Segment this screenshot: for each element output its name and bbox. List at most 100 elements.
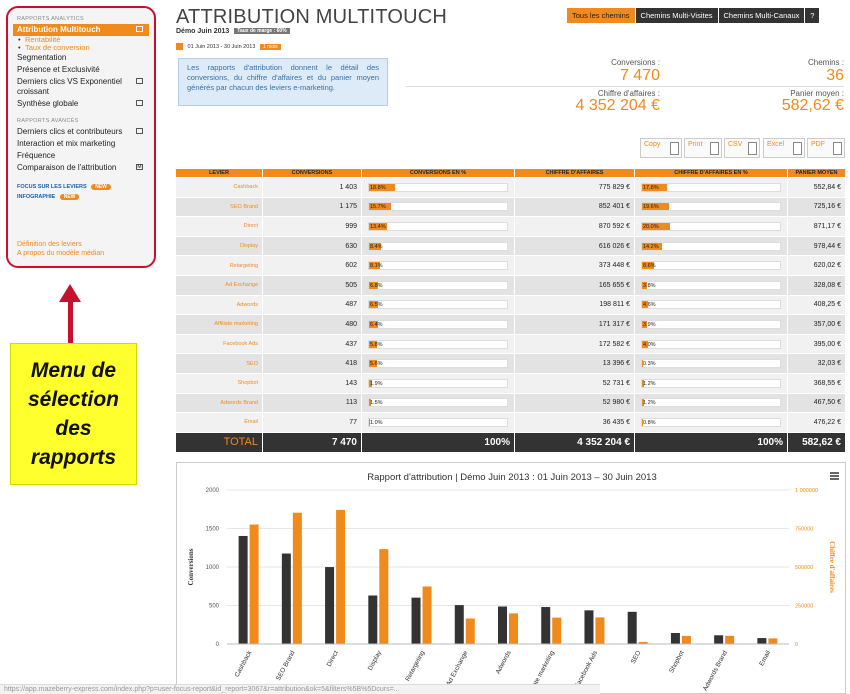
copy-label: Copy [644,141,661,148]
progress-bar-label: 0.3% [643,361,656,368]
menu-item-interaction-mix[interactable]: Interaction et mix marketing [13,138,149,150]
progress-bar-fill [369,242,381,250]
bar-conversions [584,610,594,644]
column-header-ca[interactable]: CHIFFRE D'AFFAIRES [514,168,635,178]
levier-cell[interactable]: Direct [175,216,263,237]
menu-item-label: Segmentation [17,53,67,62]
menu-item-derniers-clics-exponentiel[interactable]: Derniers clics VS Exponentiel croissant [13,76,149,98]
progress-bar: 1.2% [641,378,781,388]
menu-item-comparaison-attribution[interactable]: Comparaison de l'attribution M [13,162,149,174]
menu-item-presence-exclusivite[interactable]: Présence et Exclusivité [13,64,149,76]
column-header-conversions[interactable]: CONVERSIONS [262,168,362,178]
submenu-item-taux-conversion[interactable]: Taux de conversion [13,44,149,53]
ca-cell: 198 811 € [514,294,635,316]
submenu-item-rentabilite[interactable]: Rentabilité [13,36,149,45]
y-tick-label: 1000 [206,565,220,571]
progress-bar: 20.0% [641,221,781,231]
levier-cell[interactable]: Cashback [175,177,263,198]
menu-item-frequence[interactable]: Fréquence [13,150,149,162]
menu-item-label: Derniers clics et contributeurs [17,127,123,136]
window-icon [136,128,143,134]
kpi-divider [406,86,844,87]
conversions-pct-cell: 18.8% [361,177,515,198]
copy-button[interactable]: Copy [640,138,682,158]
levier-cell[interactable]: Adwords Brand [175,392,263,414]
levier-cell[interactable]: Ad Exchange [175,274,263,296]
progress-bar-fill [369,399,372,407]
x-tick-label: Retargeting [404,649,426,682]
menu-item-synthese-globale[interactable]: Synthèse globale [13,98,149,110]
bar-conversions [281,553,291,644]
csv-button[interactable]: CSV [724,138,760,158]
levier-cell[interactable]: SEO [175,353,263,374]
progress-bar-label: 5.8% [370,341,383,348]
conversions-pct-cell: 15.7% [361,196,515,218]
definition-leviers-link[interactable]: Définition des leviers [17,241,82,248]
menu-item-derniers-clics-contributeurs[interactable]: Derniers clics et contributeurs [13,126,149,138]
arrow-up-icon [59,284,81,302]
infographie-link[interactable]: INFOGRAPHIE NEW [17,194,149,200]
progress-bar: 8.4% [368,241,508,251]
bar-conversions [498,606,507,644]
progress-bar-label: 14.2% [643,243,659,250]
total-ca-pct: 100% [634,431,788,453]
levier-cell[interactable]: Shopbot [175,372,263,394]
levier-cell[interactable]: Display [175,235,263,257]
tab-tous-les-chemins[interactable]: Tous les chemins [567,8,635,23]
levier-cell[interactable]: Email [175,412,263,433]
focus-leviers-link[interactable]: FOCUS SUR LES LEVIERS NEW [17,184,149,190]
modele-median-link[interactable]: A propos du modèle médian [17,250,105,257]
progress-bar-fill [642,340,648,348]
levier-cell[interactable]: Affiliate marketing [175,314,263,335]
conversions-pct-cell: 5.6% [361,353,515,374]
y2-tick-label: 500000 [795,565,813,571]
progress-bar: 6.4% [368,319,508,329]
menu-item-segmentation[interactable]: Segmentation [13,52,149,64]
progress-bar: 1.2% [641,398,781,408]
menu-item-attribution-multitouch[interactable]: Attribution Multitouch [13,24,149,36]
levier-cell[interactable]: Retargeting [175,255,263,276]
table-row: SEO 418 5.6% 13 396 € 0.3% 32,03 € [175,353,846,374]
bar-conversions [757,638,767,644]
help-button[interactable]: ? [805,8,820,23]
menu-item-label: Derniers clics VS Exponentiel croissant [17,77,122,96]
ca-cell: 171 317 € [514,314,635,335]
pdf-button[interactable]: PDF [807,138,845,158]
menu-item-label: Synthèse globale [17,99,79,108]
pdf-file-icon [833,142,842,155]
date-range[interactable]: 01 Juin 2013 - 30 Juin 2013 1 mois [176,43,281,50]
levier-cell[interactable]: Facebook Ads [175,333,263,355]
progress-bar-label: 3.8% [643,282,656,289]
tab-multi-visites[interactable]: Chemins Multi-Visites [635,8,718,23]
attribution-chart: Rapport d'attribution | Démo Juin 2013 :… [176,462,846,694]
levier-cell[interactable]: Adwords [175,294,263,316]
ca-cell: 870 592 € [514,216,635,237]
column-header-ca-pct[interactable]: CHIFFRE D'AFFAIRES EN % [634,168,788,178]
bar-chiffre-affaires [681,635,691,644]
ca-pct-cell: 20.0% [634,216,788,237]
sidebar-bottom-links: Définition des leviers A propos du modèl… [17,240,104,258]
conversions-cell: 1 403 [262,177,362,198]
hamburger-menu-icon[interactable] [830,472,839,480]
column-header-panier[interactable]: PANIER MOYEN [787,168,846,178]
progress-bar: 14.2% [641,241,781,251]
bar-conversions [238,535,248,644]
pdf-label: PDF [811,141,825,148]
column-header-conversions-pct[interactable]: CONVERSIONS EN % [361,168,515,178]
column-header-levier[interactable]: LEVIER [175,168,263,178]
x-tick-label: Cashback [234,649,254,678]
conversions-cell: 630 [262,235,362,257]
progress-bar-fill [369,320,378,328]
progress-bar-label: 19.6% [643,204,659,211]
print-button[interactable]: Print [684,138,722,158]
report-menu: RAPPORTS ANALYTICS Attribution Multitouc… [6,6,156,268]
tab-multi-canaux[interactable]: Chemins Multi-Canaux [718,8,805,23]
progress-bar-label: 8.1% [370,263,383,270]
ca-pct-cell: 4.0% [634,333,788,355]
excel-button[interactable]: Excel [763,138,805,158]
conversions-pct-cell: 8.4% [361,235,515,257]
progress-bar: 6.5% [368,300,508,310]
progress-bar-fill [369,262,381,270]
levier-cell[interactable]: SEO Brand [175,196,263,218]
x-tick-label: Shopbot [668,649,686,674]
